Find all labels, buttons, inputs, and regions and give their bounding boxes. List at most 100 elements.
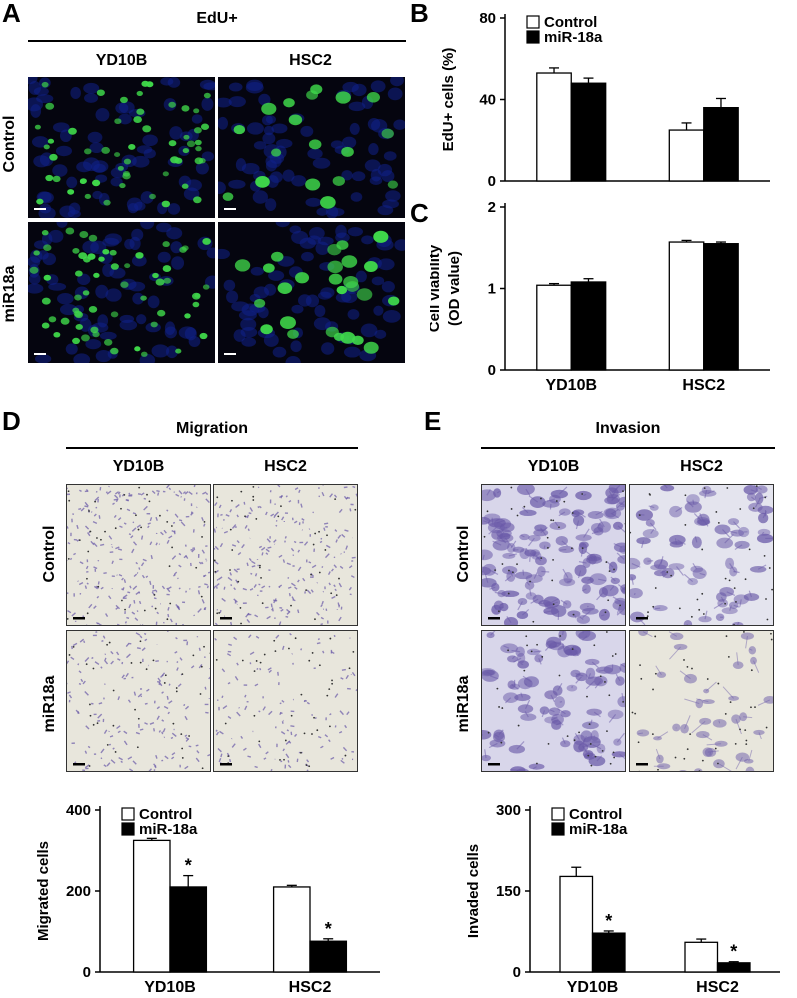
panel-d-image-yd10b-control	[66, 484, 211, 626]
bar	[703, 243, 739, 371]
panel-e-image-hsc2-mir18a	[629, 630, 774, 772]
panel-d-header: Migration	[176, 420, 248, 437]
panel-e-col-yd10b: YD10B	[527, 458, 580, 475]
legend-swatch	[551, 807, 565, 821]
significance-marker: *	[605, 911, 612, 931]
bar	[536, 72, 572, 182]
panel-a-image-yd10b-mir18a	[28, 222, 215, 363]
panel-e-row-control: Control	[455, 525, 472, 583]
y-tick-label: 0	[513, 964, 521, 981]
bar	[716, 962, 751, 973]
legend-swatch	[551, 822, 565, 836]
panel-e-image-yd10b-mir18a	[481, 630, 626, 772]
bar	[169, 886, 208, 973]
chart-e: 0 150 300 Invaded cells * YD10B * HSC2 Controlmi…	[465, 802, 780, 996]
micrograph-texture	[630, 485, 773, 625]
y-tick-label: 40	[479, 92, 496, 109]
scale-bar	[224, 208, 236, 210]
y-tick-label: 400	[66, 802, 91, 819]
panel-a-col-yd10b: YD10B	[95, 52, 148, 69]
panel-a-row-mir18a: miR18a	[1, 265, 18, 323]
micrograph-texture	[482, 485, 625, 625]
significance-marker: *	[185, 856, 192, 876]
scale-bar	[34, 353, 46, 355]
bar	[684, 941, 719, 973]
micrograph-texture	[214, 485, 357, 625]
bar	[309, 940, 348, 973]
scale-bar	[488, 617, 500, 620]
y-tick-label: 0	[488, 173, 496, 190]
category-label: HSC2	[696, 979, 739, 996]
micrograph-texture	[28, 222, 215, 363]
panel-d-image-hsc2-mir18a	[213, 630, 358, 772]
panel-a-row-control: Control	[1, 115, 18, 173]
y-tick-label: 150	[496, 883, 521, 900]
y-axis-label: Invaded cells	[465, 844, 482, 938]
category-label: HSC2	[682, 377, 725, 394]
scale-bar	[636, 763, 648, 766]
legend-swatch	[121, 822, 135, 836]
significance-marker: *	[730, 942, 737, 962]
y-tick-label: 80	[479, 10, 496, 27]
bar	[668, 129, 705, 182]
panel-a-rule	[28, 40, 406, 42]
micrograph-texture	[214, 632, 357, 771]
panel-d-rule	[66, 447, 358, 449]
bar	[668, 241, 705, 371]
bar	[132, 839, 171, 973]
micrograph-texture	[218, 77, 405, 218]
panel-d-row-control: Control	[41, 525, 58, 583]
legend-label: miR-18a	[544, 29, 603, 46]
panel-a-col-hsc2: HSC2	[289, 52, 332, 69]
y-axis-label: Cell viability	[430, 244, 443, 332]
panel-a-image-yd10b-control	[28, 77, 215, 218]
bar	[559, 875, 594, 973]
panel-a-header: EdU+	[196, 10, 238, 27]
y-tick-label: 200	[66, 883, 91, 900]
scale-bar	[224, 353, 236, 355]
micrograph-texture	[28, 77, 215, 218]
micrograph-texture	[631, 631, 773, 771]
scale-bar	[488, 763, 500, 766]
category-label: HSC2	[289, 979, 332, 996]
panel-e-letter: E	[424, 406, 442, 436]
significance-marker: *	[325, 919, 332, 939]
panel-d-row-mir18a: miR18a	[41, 675, 58, 733]
legend-label: Control	[139, 806, 192, 823]
micrograph-texture	[482, 631, 625, 771]
legend-swatch	[121, 807, 135, 821]
panel-d-col-yd10b: YD10B	[112, 458, 165, 475]
micrograph-texture	[67, 485, 210, 625]
panel-e-header: Invasion	[595, 420, 661, 437]
y-tick-label: 0	[83, 964, 91, 981]
scale-bar	[220, 617, 232, 620]
y-axis-label: EdU+ cells (%)	[440, 48, 457, 152]
micrograph-texture	[67, 631, 210, 771]
bar	[536, 284, 572, 371]
bar	[570, 281, 607, 371]
bar	[272, 886, 311, 973]
panel-a-image-hsc2-control	[218, 77, 405, 218]
y-tick-label: 0	[488, 362, 496, 379]
y-tick-label: 1	[488, 281, 496, 298]
legend-label: miR-18a	[569, 821, 628, 838]
micrograph-texture	[218, 222, 405, 363]
legend-label: Control	[569, 806, 622, 823]
y-axis-label: (OD value)	[446, 251, 463, 326]
panel-e-row-mir18a: miR18a	[455, 675, 472, 733]
legend-swatch	[526, 15, 540, 29]
legend-label: miR-18a	[139, 821, 198, 838]
category-label: YD10B	[144, 979, 196, 996]
panel-c-letter: C	[410, 198, 429, 228]
panel-d-image-yd10b-mir18a	[66, 630, 211, 772]
scale-bar	[220, 763, 232, 766]
panel-b-letter: B	[410, 0, 429, 28]
scale-bar	[73, 617, 85, 620]
chart-c: 0 1 2 Cell viability (OD value) YD10B HSC2	[430, 199, 770, 394]
panel-e-rule	[481, 447, 775, 449]
y-tick-label: 300	[496, 802, 521, 819]
scale-bar	[636, 617, 648, 620]
category-label: YD10B	[567, 979, 619, 996]
bar	[591, 932, 626, 973]
scale-bar	[73, 763, 85, 766]
